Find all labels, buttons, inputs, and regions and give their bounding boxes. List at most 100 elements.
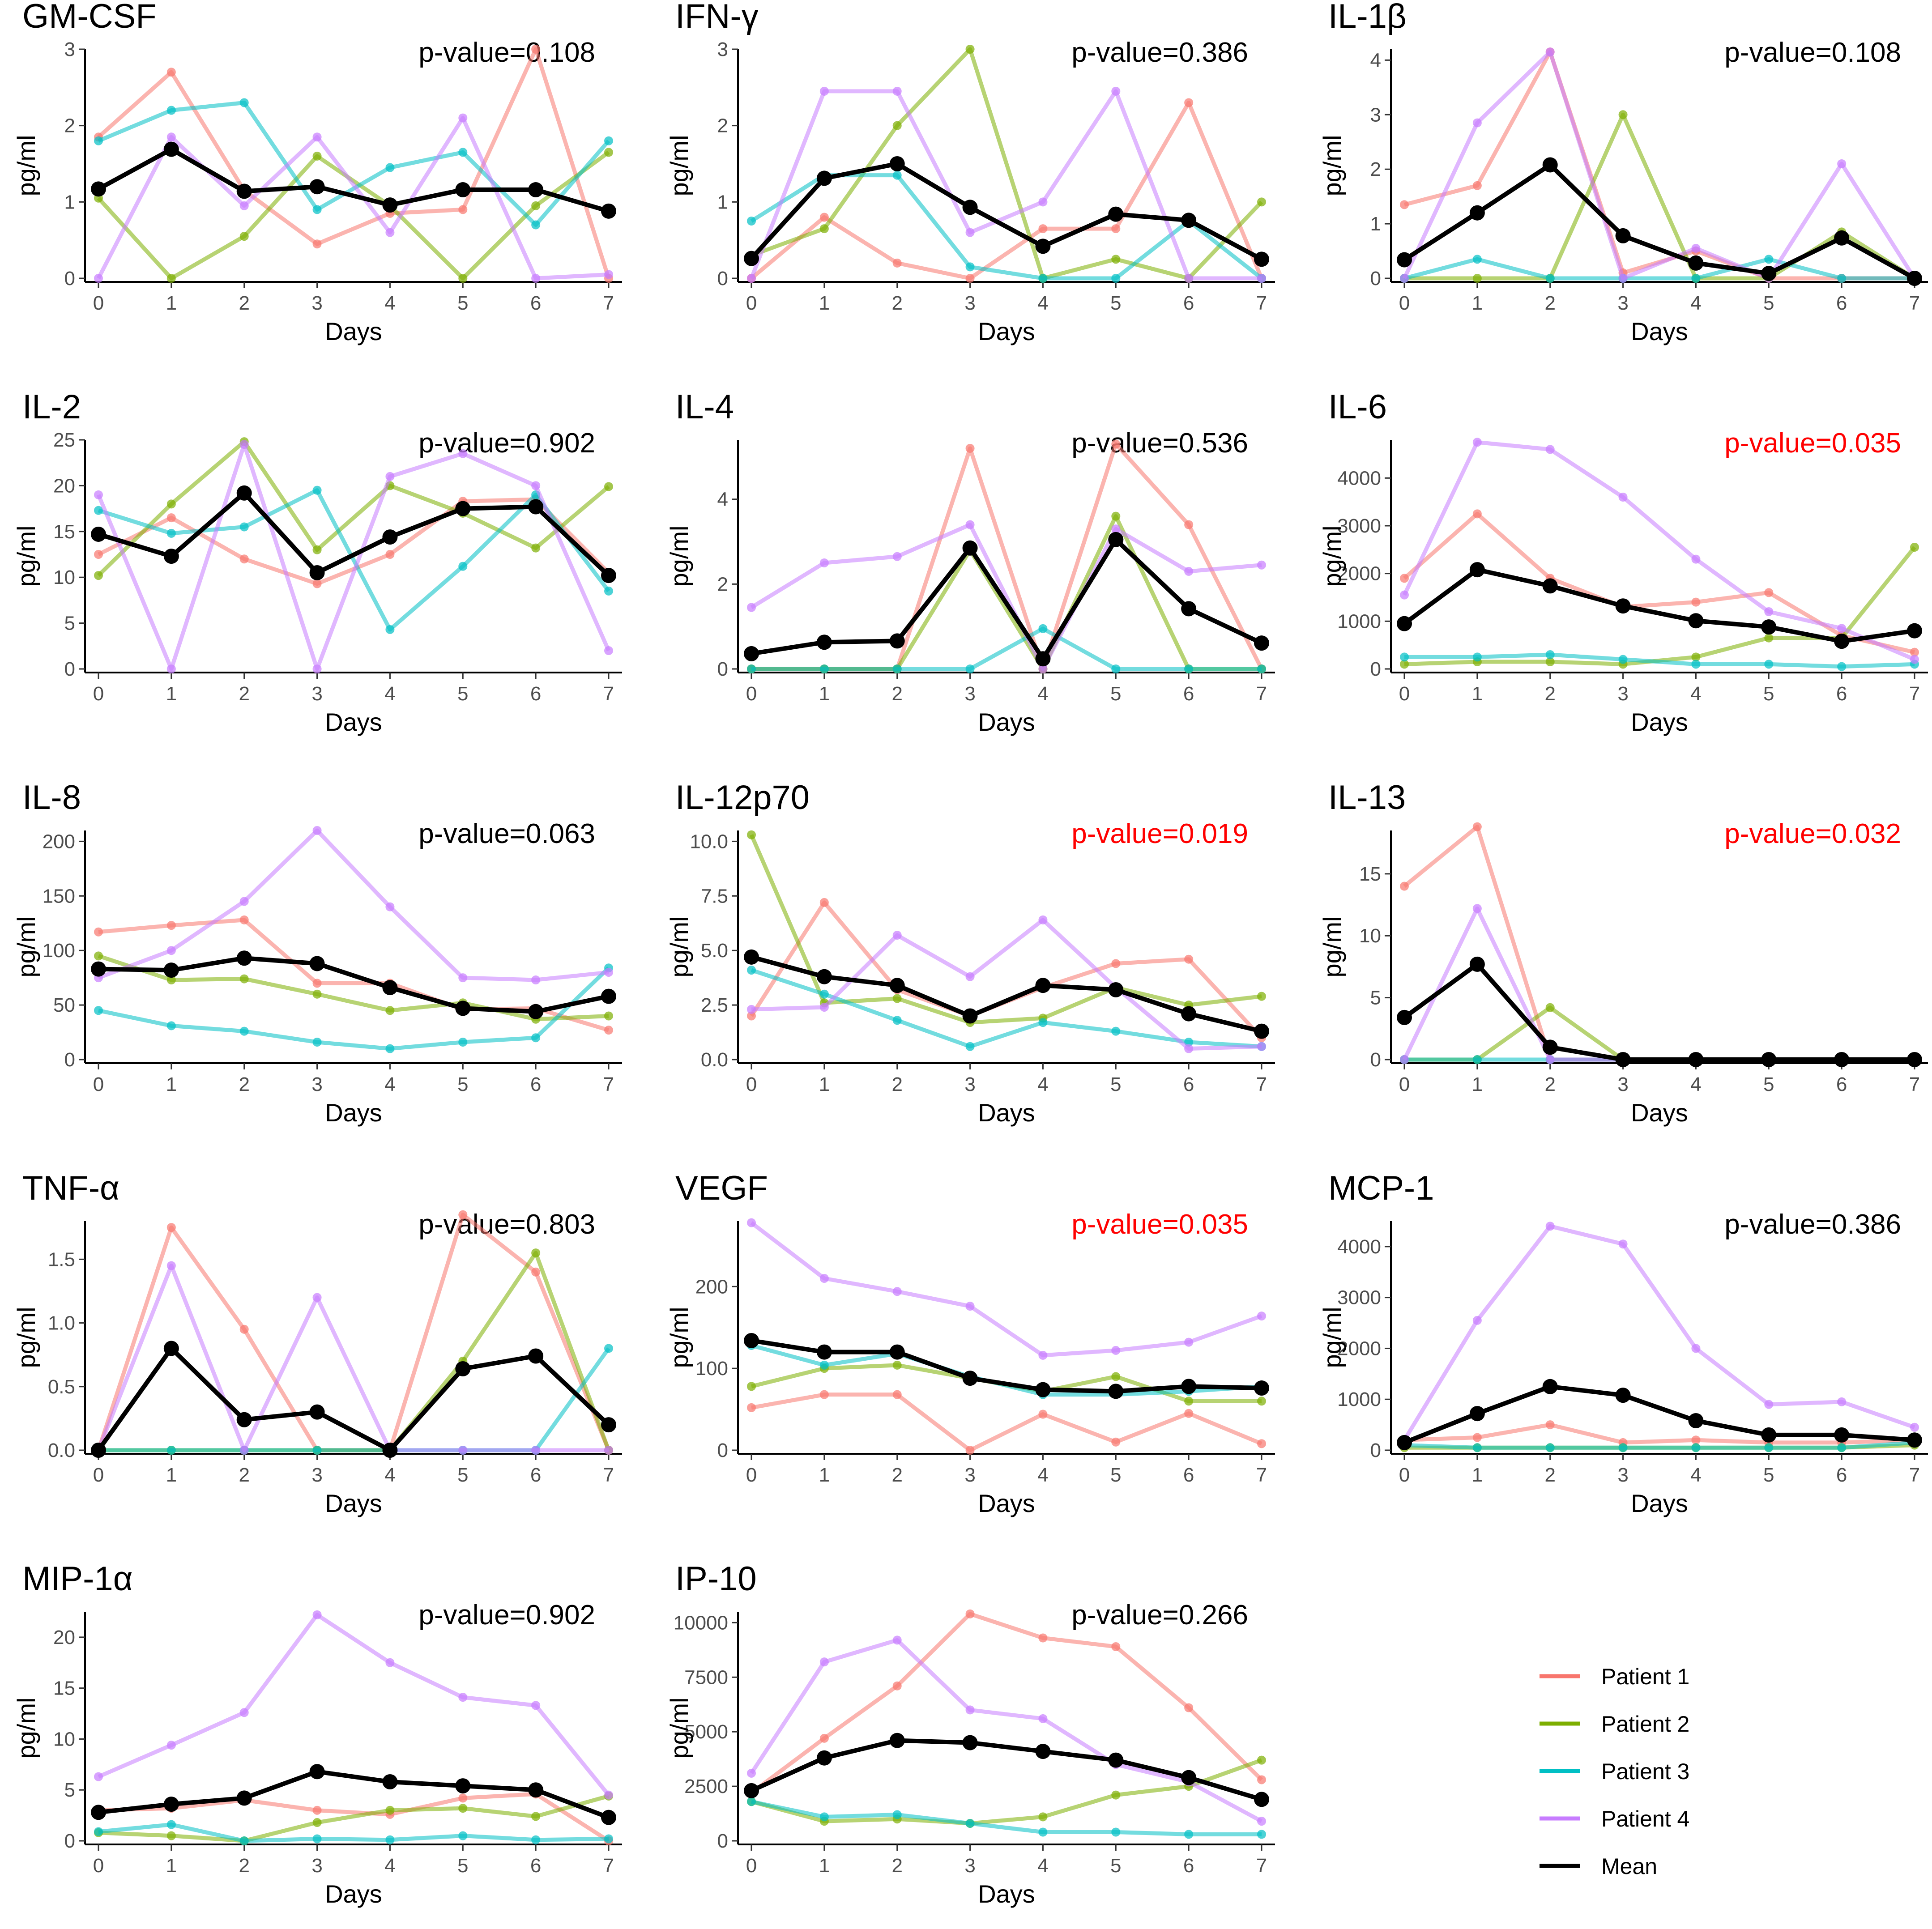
data-point-mean (528, 1782, 544, 1798)
x-tick-label: 0 (93, 1073, 104, 1095)
data-point-patient-3 (1038, 624, 1048, 633)
data-point-patient-4 (1257, 274, 1266, 283)
data-point-patient-1 (1472, 181, 1482, 190)
p-value-label: p-value=0.063 (418, 818, 595, 849)
data-point-patient-3 (531, 1033, 541, 1043)
series-line-patient-3 (98, 1823, 609, 1843)
data-point-mean (236, 183, 252, 199)
series-line-patient-2 (1404, 112, 1916, 281)
y-tick-label: 5.0 (701, 940, 728, 962)
x-tick-label: 6 (530, 292, 541, 314)
data-point-patient-3 (1764, 660, 1774, 669)
x-tick-label: 3 (964, 1855, 975, 1877)
series-line-patient-4 (1402, 50, 1916, 281)
data-point-patient-1 (312, 579, 322, 588)
data-point-patient-3 (312, 1834, 322, 1844)
data-point-mean (962, 540, 978, 556)
series-line-patient-4 (1403, 1224, 1915, 1441)
data-point-mean (1035, 1382, 1051, 1397)
x-tick-label: 4 (1690, 1073, 1701, 1095)
x-tick-label: 7 (1256, 1855, 1267, 1877)
data-point-mean (1834, 1052, 1850, 1067)
data-point-patient-1 (1400, 881, 1409, 891)
data-point-patient-4 (166, 946, 176, 955)
x-tick-label: 7 (1256, 683, 1267, 705)
data-point-mean (309, 565, 325, 580)
data-point-mean (962, 1371, 978, 1386)
data-point-patient-2 (965, 45, 975, 54)
y-tick-label: 1.5 (48, 1248, 75, 1270)
x-tick-label: 2 (239, 1073, 249, 1095)
p-value-label: p-value=0.902 (418, 1600, 595, 1631)
series-line-patient-4 (750, 523, 1262, 671)
y-tick-label: 4 (717, 489, 728, 511)
data-point-patient-1 (385, 550, 395, 559)
data-point-patient-4 (747, 1218, 756, 1227)
data-point-patient-1 (312, 239, 322, 249)
data-point-patient-3 (1111, 664, 1121, 673)
x-tick-label: 4 (1037, 1073, 1048, 1095)
data-point-patient-3 (747, 217, 756, 226)
x-tick-label: 5 (1763, 1073, 1774, 1095)
data-point-patient-3 (1111, 1827, 1121, 1837)
data-point-patient-1 (94, 927, 103, 937)
y-tick-label: 0.5 (48, 1376, 75, 1398)
data-point-mean (889, 978, 905, 993)
x-tick-label: 4 (384, 1073, 395, 1095)
panel-title: IFN-γ (675, 0, 759, 35)
data-point-patient-2 (1400, 660, 1409, 669)
data-point-mean (455, 1778, 471, 1794)
data-point-patient-4 (1184, 274, 1194, 283)
data-point-patient-3 (166, 1446, 176, 1455)
data-point-patient-3 (312, 1037, 322, 1047)
y-tick-label: 25 (53, 429, 75, 451)
data-point-mean (91, 1443, 106, 1458)
series-line-patient-4 (749, 89, 1262, 281)
data-point-patient-2 (1618, 110, 1628, 119)
data-point-mean (962, 1008, 978, 1024)
data-point-patient-3 (312, 1446, 322, 1455)
data-point-mean (1181, 1379, 1197, 1394)
x-tick-label: 6 (1183, 683, 1194, 705)
y-axis-title: pg/ml (12, 916, 40, 978)
data-point-mean (455, 1001, 471, 1016)
data-point-patient-3 (819, 1360, 829, 1370)
x-tick-label: 2 (891, 1464, 902, 1486)
data-point-mean (1254, 1792, 1269, 1807)
data-point-patient-3 (1111, 1026, 1121, 1036)
data-point-patient-1 (1472, 822, 1482, 831)
y-tick-label: 0 (64, 658, 75, 680)
data-point-patient-2 (1111, 511, 1121, 521)
x-tick-label: 0 (1399, 292, 1410, 314)
series-line-patient-3 (1403, 257, 1915, 281)
x-tick-label: 7 (1909, 292, 1920, 314)
x-axis-title: Days (325, 708, 382, 736)
data-point-mean (1542, 1379, 1558, 1394)
data-point-mean (744, 1783, 759, 1798)
x-tick-label: 5 (1763, 292, 1774, 314)
data-point-mean (528, 1004, 544, 1019)
data-point-patient-1 (1691, 597, 1701, 607)
data-point-patient-4 (166, 132, 176, 142)
data-point-patient-3 (604, 1834, 613, 1844)
data-point-mean (163, 962, 179, 978)
data-point-mean (528, 182, 544, 198)
data-point-patient-1 (531, 1267, 541, 1277)
x-tick-label: 7 (1256, 1464, 1267, 1486)
p-value-label: p-value=0.035 (1724, 428, 1901, 459)
data-point-patient-1 (531, 45, 541, 54)
data-point-patient-4 (1038, 664, 1048, 673)
data-point-patient-3 (892, 1810, 902, 1819)
panel-ifn: IFN-γ p-value=0.386 0 1 2 3 0 1 2 3 4 5 6 7 Days pg/ml (665, 0, 1275, 345)
series-line-patient-4 (750, 1221, 1262, 1358)
y-axis-title: pg/ml (12, 526, 40, 587)
data-point-patient-2 (1257, 992, 1266, 1001)
data-point-patient-4 (747, 1005, 756, 1014)
x-tick-label: 5 (1110, 1464, 1121, 1486)
x-tick-label: 0 (93, 1464, 104, 1486)
data-point-patient-2 (1257, 1397, 1266, 1406)
data-point-mean (382, 197, 398, 213)
data-point-patient-4 (1111, 524, 1121, 534)
x-tick-label: 2 (239, 1464, 249, 1486)
data-point-mean (816, 1344, 832, 1360)
